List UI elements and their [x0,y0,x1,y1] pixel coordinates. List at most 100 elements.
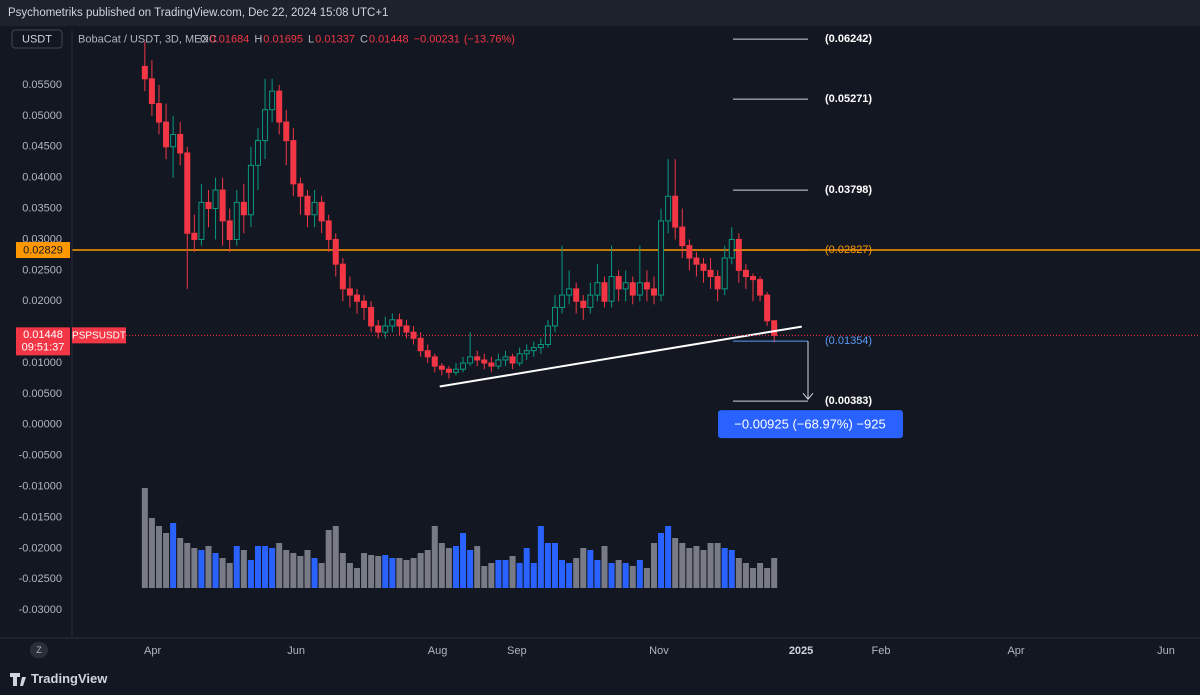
volume-bar [488,563,495,588]
candle-body [629,282,636,296]
currency[interactable]: USDT [22,33,52,45]
volume-bar [474,546,481,588]
volume-bar [191,548,198,588]
candle-body [318,201,325,222]
change: −0.00231 [414,33,460,45]
candle-body [170,133,177,148]
candle-body [757,279,764,296]
volume-bar [742,563,749,588]
volume-bar [297,556,304,588]
zoom-button[interactable] [30,642,48,658]
volume-bar [735,558,742,588]
volume-bar [551,543,558,588]
volume-bar [382,555,389,588]
volume-bar [431,526,438,588]
candle-body [502,356,509,361]
x-tick-label: Jun [287,645,305,657]
footer [0,665,1200,695]
y-tick-label: -0.01000 [19,481,62,493]
volume-bar [573,558,580,588]
candle-body [601,282,608,302]
price-tag-value: 0.01448 [23,329,63,341]
y-tick-label: 0.04000 [22,172,62,184]
volume-bar [559,560,566,588]
volume-bar [219,558,226,588]
y-tick-label: 0.05500 [22,79,62,91]
volume-bar [346,563,353,588]
candle-body [580,300,587,308]
volume-bar [417,553,424,588]
candle-body [438,365,445,370]
candle-body [205,201,212,210]
volume-bar [212,553,219,588]
volume-bar [658,533,665,588]
candle-body [495,359,502,367]
volume-bar [283,550,290,588]
volume-bar [148,518,155,588]
candle-body [276,90,283,123]
candle-body [643,282,650,290]
candle-body [226,220,233,240]
y-tick-label: 0.00000 [22,419,62,431]
volume-bar [636,560,643,588]
zoom-label[interactable]: Z [36,645,42,655]
y-tick-label: 0.05000 [22,110,62,122]
volume-bar [396,558,403,588]
candle-body [658,220,665,296]
candle-body [262,109,269,142]
logo [10,673,26,686]
volume-bar [728,550,735,588]
x-tick-label: Apr [144,645,161,657]
volume-bar [700,550,707,588]
brand: TradingView [31,671,108,686]
candle-body [672,195,679,228]
candle-body [332,238,339,265]
volume-bar [361,553,368,588]
candle-body [353,294,360,302]
volume-bar [460,533,467,588]
ohlc-value: 0.01684 [210,33,250,45]
volume-bar [205,546,212,588]
candle-body [467,356,474,364]
hline-tag-label: 0.02829 [23,244,63,256]
candle-body [474,356,481,361]
candle-body [141,65,148,80]
candle-body [460,362,467,370]
y-tick-label: -0.00500 [19,450,62,462]
volume-bar [509,556,516,588]
ohlc-letter: H [254,33,262,45]
candle-body [368,306,375,327]
candle-body [212,189,219,210]
candle-body [573,288,580,302]
measure-arrow [802,341,814,400]
x-tick-label: 2025 [789,645,813,657]
candle-body [509,356,516,364]
volume-bar [672,538,679,588]
candle-body [636,282,643,296]
candle-body [290,140,297,185]
volume-bar [629,566,636,588]
volume-bar [318,563,325,588]
y-tick-label: 0.01000 [22,357,62,369]
candle-body [481,359,488,364]
candle-body [233,201,240,240]
y-tick-label: 0.04500 [22,141,62,153]
volume-bar [325,530,332,588]
y-tick-label: 0.02000 [22,295,62,307]
volume-bar [403,560,410,588]
volume-bar [247,560,254,588]
volume-bar [622,563,629,588]
volume-bar [262,546,269,588]
candle-body [389,319,396,327]
candle-body [339,263,346,290]
volume-bar [240,550,247,588]
candle-body [417,337,424,352]
x-tick-label: Feb [871,645,890,657]
x-tick-label: Apr [1007,645,1024,657]
candle-body [537,344,544,349]
volume-bar [580,548,587,588]
candle-body [735,238,742,271]
candle-body [650,288,657,296]
currency-box[interactable] [11,29,63,49]
